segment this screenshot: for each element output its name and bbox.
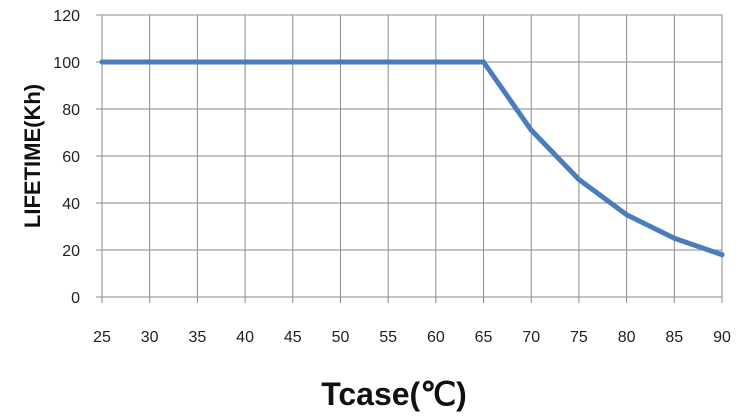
y-tick-label: 0 bbox=[71, 290, 80, 307]
y-tick-label: 80 bbox=[62, 102, 80, 119]
x-tick-label: 35 bbox=[188, 329, 206, 346]
y-tick-label: 120 bbox=[53, 8, 80, 25]
x-tick-label: 50 bbox=[332, 329, 350, 346]
plot-frame bbox=[101, 14, 723, 298]
data-point bbox=[99, 59, 105, 65]
y-tick-label: 60 bbox=[62, 149, 80, 166]
y-tick-labels: 0 20 40 60 80 100 120 bbox=[53, 8, 80, 307]
y-tick-label: 100 bbox=[53, 55, 80, 72]
x-tick-label: 80 bbox=[618, 329, 636, 346]
x-tick-label: 90 bbox=[713, 329, 731, 346]
x-tick-label: 85 bbox=[665, 329, 683, 346]
grid bbox=[101, 14, 723, 298]
x-tick-label: 55 bbox=[379, 329, 397, 346]
axes bbox=[96, 14, 723, 303]
x-tick-labels: 25 30 35 40 45 50 55 60 65 70 75 80 85 90 bbox=[93, 329, 731, 346]
x-axis-title: Tcase(℃) bbox=[321, 376, 467, 412]
x-tick-label: 30 bbox=[141, 329, 159, 346]
x-tick-label: 45 bbox=[284, 329, 302, 346]
series-line bbox=[99, 59, 725, 258]
data-point bbox=[671, 235, 677, 241]
x-tick-label: 60 bbox=[427, 329, 445, 346]
x-tick-label: 40 bbox=[236, 329, 254, 346]
data-point bbox=[481, 59, 487, 65]
x-tick-label: 25 bbox=[93, 329, 111, 346]
x-tick-label: 70 bbox=[522, 329, 540, 346]
x-tick-label: 65 bbox=[475, 329, 493, 346]
series-layer bbox=[99, 59, 725, 258]
data-point bbox=[528, 127, 534, 133]
y-axis-title: LIFETIME(Kh) bbox=[20, 84, 45, 228]
x-tick-label: 75 bbox=[570, 329, 588, 346]
data-point bbox=[576, 177, 582, 182]
data-point bbox=[624, 212, 630, 218]
data-point bbox=[719, 252, 725, 258]
y-tick-label: 40 bbox=[62, 196, 80, 213]
y-tick-label: 20 bbox=[62, 243, 80, 260]
